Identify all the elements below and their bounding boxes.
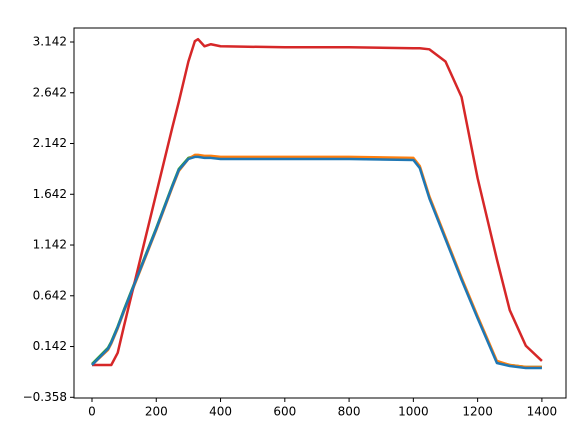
y-tick-label: 0.142 xyxy=(33,339,67,353)
x-tick-label: 600 xyxy=(273,405,296,419)
series-line xyxy=(91,154,542,369)
x-tick-label: 800 xyxy=(338,405,361,419)
x-tick-label: 1400 xyxy=(527,405,558,419)
y-tick-label: −0.358 xyxy=(23,390,67,404)
y-tick-label: 2.142 xyxy=(33,136,67,150)
x-tick-label: 200 xyxy=(145,405,168,419)
y-tick-label: 1.642 xyxy=(33,187,67,201)
y-tick-label: 0.642 xyxy=(33,288,67,302)
y-tick-label: 1.142 xyxy=(33,238,67,252)
x-tick-label: 0 xyxy=(88,405,96,419)
y-tick-label: 2.642 xyxy=(33,85,67,99)
plot-frame xyxy=(73,27,567,399)
series-line xyxy=(91,37,543,367)
y-tick-label: 3.142 xyxy=(33,35,67,49)
series-line xyxy=(91,153,542,369)
x-tick-label: 400 xyxy=(209,405,232,419)
x-tick-label: 1200 xyxy=(462,405,493,419)
x-tick-label: 1000 xyxy=(398,405,429,419)
series-line xyxy=(91,155,542,370)
